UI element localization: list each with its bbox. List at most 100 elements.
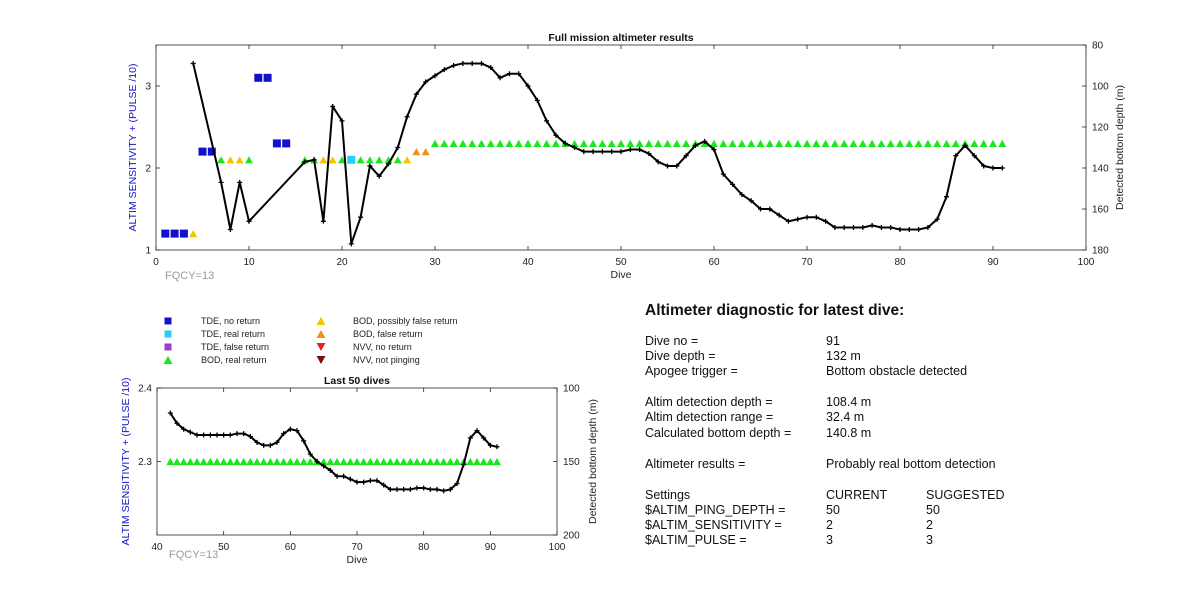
legend-label: BOD, false return [353,329,423,339]
diagnostic-value: Probably real bottom detection [826,457,996,471]
marker-point [233,457,241,466]
depth-point [194,432,200,438]
marker-point [505,139,514,147]
frequency-annotation: FQCY=13 [169,549,218,561]
diagnostic-label: Apogee trigger = [645,364,738,378]
marker-point [393,457,401,466]
x-tick-label: 50 [615,257,627,268]
depth-point [387,486,393,492]
legend-label: TDE, no return [201,316,260,326]
marker-point [347,155,356,164]
marker-point [542,139,551,147]
marker-point [199,457,208,466]
marker-point [998,139,1007,147]
depth-point [314,459,320,464]
depth-point [469,60,475,66]
marker-point [189,230,198,238]
x-tick-label: 60 [285,542,297,553]
marker-point [339,457,348,466]
depth-point [414,485,420,491]
marker-point [326,457,335,466]
marker-point [514,139,523,147]
depth-point [302,159,308,165]
depth-point [897,227,903,232]
depth-point [404,114,410,120]
marker-point [353,457,361,466]
depth-point [247,434,253,440]
depth-point [237,179,243,185]
marker-point [439,457,448,466]
depth-point [441,488,447,494]
marker-point [166,457,175,466]
depth-point [758,206,763,212]
marker-point [226,457,235,466]
marker-point [446,457,455,466]
depth-point [441,67,447,73]
y-right-tick-label: 150 [563,457,580,468]
marker-point [626,139,635,147]
depth-point [795,216,801,222]
depth-point [454,481,460,487]
depth-point [467,435,473,441]
marker-point [493,457,501,466]
marker-point [413,457,421,466]
x-tick-label: 10 [243,257,255,268]
y-left-axis-label: ALTIM SENSITIVITY + (PULSE /10) [120,378,132,546]
marker-point [219,457,228,466]
depth-point [287,426,293,432]
setting-suggested: 3 [926,533,933,547]
y-left-tick-label: 2.4 [138,384,152,395]
depth-point [990,165,996,171]
depth-point [321,463,327,469]
marker-point [259,457,268,466]
depth-point [254,439,260,445]
depth-point [999,165,1005,171]
marker-point [654,139,663,147]
depth-point [925,224,931,230]
depth-point [358,214,364,220]
settings-header-current: CURRENT [826,488,887,502]
marker-point [747,139,756,147]
depth-point [401,486,407,492]
marker-point [979,139,988,147]
depth-point [888,224,894,230]
y-right-tick-label: 80 [1092,41,1104,52]
chart-title: Last 50 dives [324,375,390,387]
depth-point [618,149,624,155]
depth-point [367,478,373,484]
marker-point [551,139,560,147]
marker-point [333,457,341,466]
marker-point [299,457,308,466]
marker-point [989,139,997,147]
marker-point [245,156,253,164]
depth-point [981,163,987,169]
depth-point [637,147,643,153]
depth-point [394,486,400,492]
marker-point [458,139,467,147]
legend-label: BOD, real return [201,355,267,365]
diagnostic-label: Calculated bottom depth = [645,426,791,440]
marker-point [840,139,849,147]
x-tick-label: 20 [336,257,348,268]
marker-point [406,457,415,466]
marker-point [524,139,532,147]
x-tick-label: 100 [1078,257,1095,268]
marker-point [246,457,255,466]
depth-point [646,151,652,157]
marker-point [273,457,281,466]
x-tick-label: 0 [153,257,159,268]
depth-point [488,65,494,71]
depth-point [267,442,273,448]
depth-point [234,431,240,437]
marker-point [272,139,281,148]
legend-marker [316,342,326,352]
depth-point [311,157,317,163]
depth-point [214,432,220,438]
frequency-annotation: FQCY=13 [165,270,214,282]
marker-point [710,139,718,147]
marker-point [279,457,288,466]
diagnostic-label: Altim detection range = [645,410,773,424]
marker-point [644,139,653,147]
settings-header-suggested: SUGGESTED [926,488,1005,502]
